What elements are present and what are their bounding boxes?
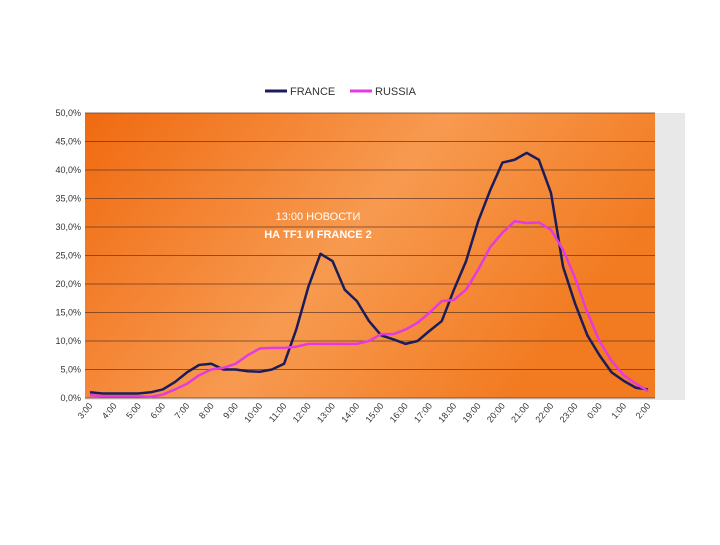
y-tick-label: 30,0% xyxy=(55,222,81,232)
y-tick-label: 15,0% xyxy=(55,308,81,318)
y-tick-label: 25,0% xyxy=(55,251,81,261)
x-tick-label: 2:00 xyxy=(634,401,653,421)
y-tick-label: 5,0% xyxy=(60,365,81,375)
x-tick-label: 1:00 xyxy=(609,401,628,421)
y-tick-label: 10,0% xyxy=(55,336,81,346)
x-tick-label: 9:00 xyxy=(221,401,240,421)
x-tick-label: 15:00 xyxy=(364,401,386,425)
annotation: 13:00 НОВОСТИ НА TF1 И FRANCE 2 xyxy=(264,211,372,241)
x-tick-label: 12:00 xyxy=(291,401,313,425)
x-tick-label: 20:00 xyxy=(485,401,507,425)
x-tick-label: 0:00 xyxy=(585,401,604,421)
annotation-text: 13:00 НОВОСТИ xyxy=(276,211,361,223)
x-tick-label: 4:00 xyxy=(100,401,119,421)
y-tick-label: 40,0% xyxy=(55,165,81,175)
y-tick-label: 45,0% xyxy=(55,137,81,147)
x-tick-label: 7:00 xyxy=(173,401,192,421)
x-tick-label: 22:00 xyxy=(533,401,555,425)
x-tick-label: 21:00 xyxy=(509,401,531,425)
legend-label: FRANCE xyxy=(290,86,335,98)
x-tick-label: 8:00 xyxy=(197,401,216,421)
line-series xyxy=(89,151,649,395)
y-tick-label: 35,0% xyxy=(55,194,81,204)
x-tick-label: 16:00 xyxy=(388,401,410,425)
annotation-text: НА TF1 И FRANCE 2 xyxy=(264,229,372,241)
x-tick-label: 19:00 xyxy=(461,401,483,425)
x-tick-label: 5:00 xyxy=(124,401,143,421)
x-tick-label: 3:00 xyxy=(76,401,95,421)
y-tick-label: 50,0% xyxy=(55,108,81,118)
x-tick-label: 13:00 xyxy=(315,401,337,425)
x-tick-label: 18:00 xyxy=(436,401,458,425)
y-tick-label: 20,0% xyxy=(55,279,81,289)
x-tick-label: 17:00 xyxy=(412,401,434,425)
x-tick-label: 6:00 xyxy=(148,401,167,421)
line-series xyxy=(89,220,649,399)
x-tick-label: 11:00 xyxy=(267,401,289,424)
x-tick-label: 14:00 xyxy=(339,401,361,425)
x-tick-label: 10:00 xyxy=(242,401,264,425)
x-tick-label: 23:00 xyxy=(558,401,580,425)
legend-label: RUSSIA xyxy=(375,86,417,98)
y-tick-label: 0,0% xyxy=(60,393,81,403)
